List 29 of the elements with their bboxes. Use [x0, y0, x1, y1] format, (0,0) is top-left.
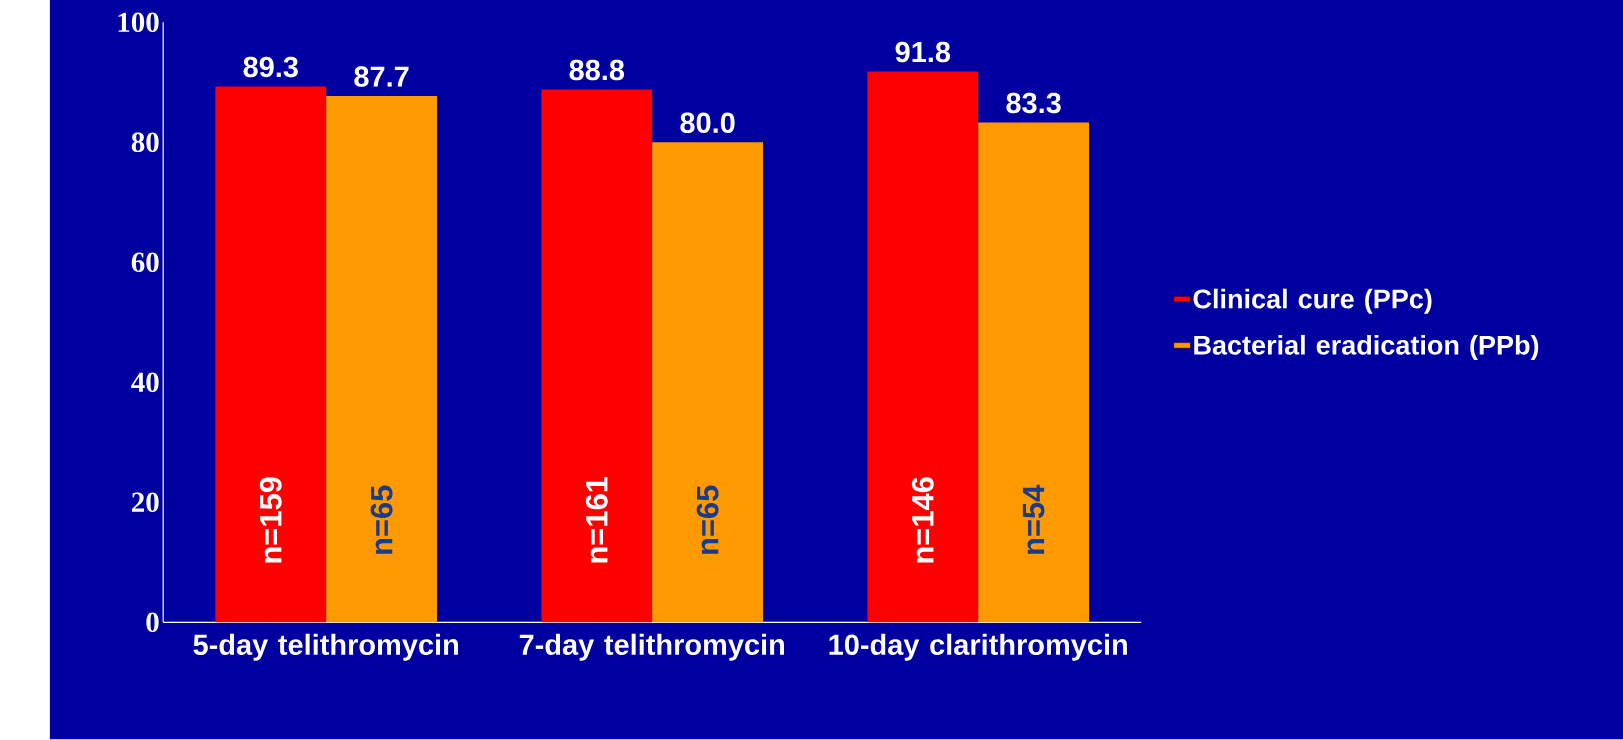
bar	[326, 96, 438, 623]
y-tick-label: 20	[131, 492, 159, 513]
bar	[541, 89, 653, 623]
data-label: 83.3	[1006, 92, 1061, 114]
x-tick-label: 5-day telithromycin	[193, 633, 458, 661]
annotation: n=159	[259, 477, 282, 563]
bar	[215, 86, 327, 623]
y-tick-label: 80	[131, 132, 159, 153]
legend-label: Bacterial eradication (PPb)	[1194, 335, 1539, 361]
y-tick-label: 100	[118, 12, 159, 33]
data-label: 87.7	[354, 66, 409, 88]
annotation: n=65	[370, 485, 393, 555]
data-label: 91.8	[895, 41, 951, 63]
x-tick-label: 10-day clarithromycin	[829, 633, 1127, 661]
bar	[978, 122, 1090, 623]
y-tick-label: 60	[131, 252, 159, 273]
x-tick-label: 7-day telithromycin	[519, 633, 784, 661]
annotation: n=146	[911, 477, 934, 563]
legend-label: Clinical cure (PPc)	[1193, 288, 1432, 315]
data-label: 88.8	[569, 59, 625, 81]
y-tick-label: 40	[131, 372, 159, 393]
annotation: n=65	[696, 485, 719, 555]
bar	[652, 142, 764, 623]
annotation: n=54	[1022, 485, 1045, 555]
data-label: 80.0	[680, 112, 735, 134]
data-label: 89.3	[243, 56, 298, 78]
bar	[867, 71, 979, 623]
y-tick-label: 0	[146, 612, 159, 633]
annotation: n=161	[585, 477, 608, 563]
